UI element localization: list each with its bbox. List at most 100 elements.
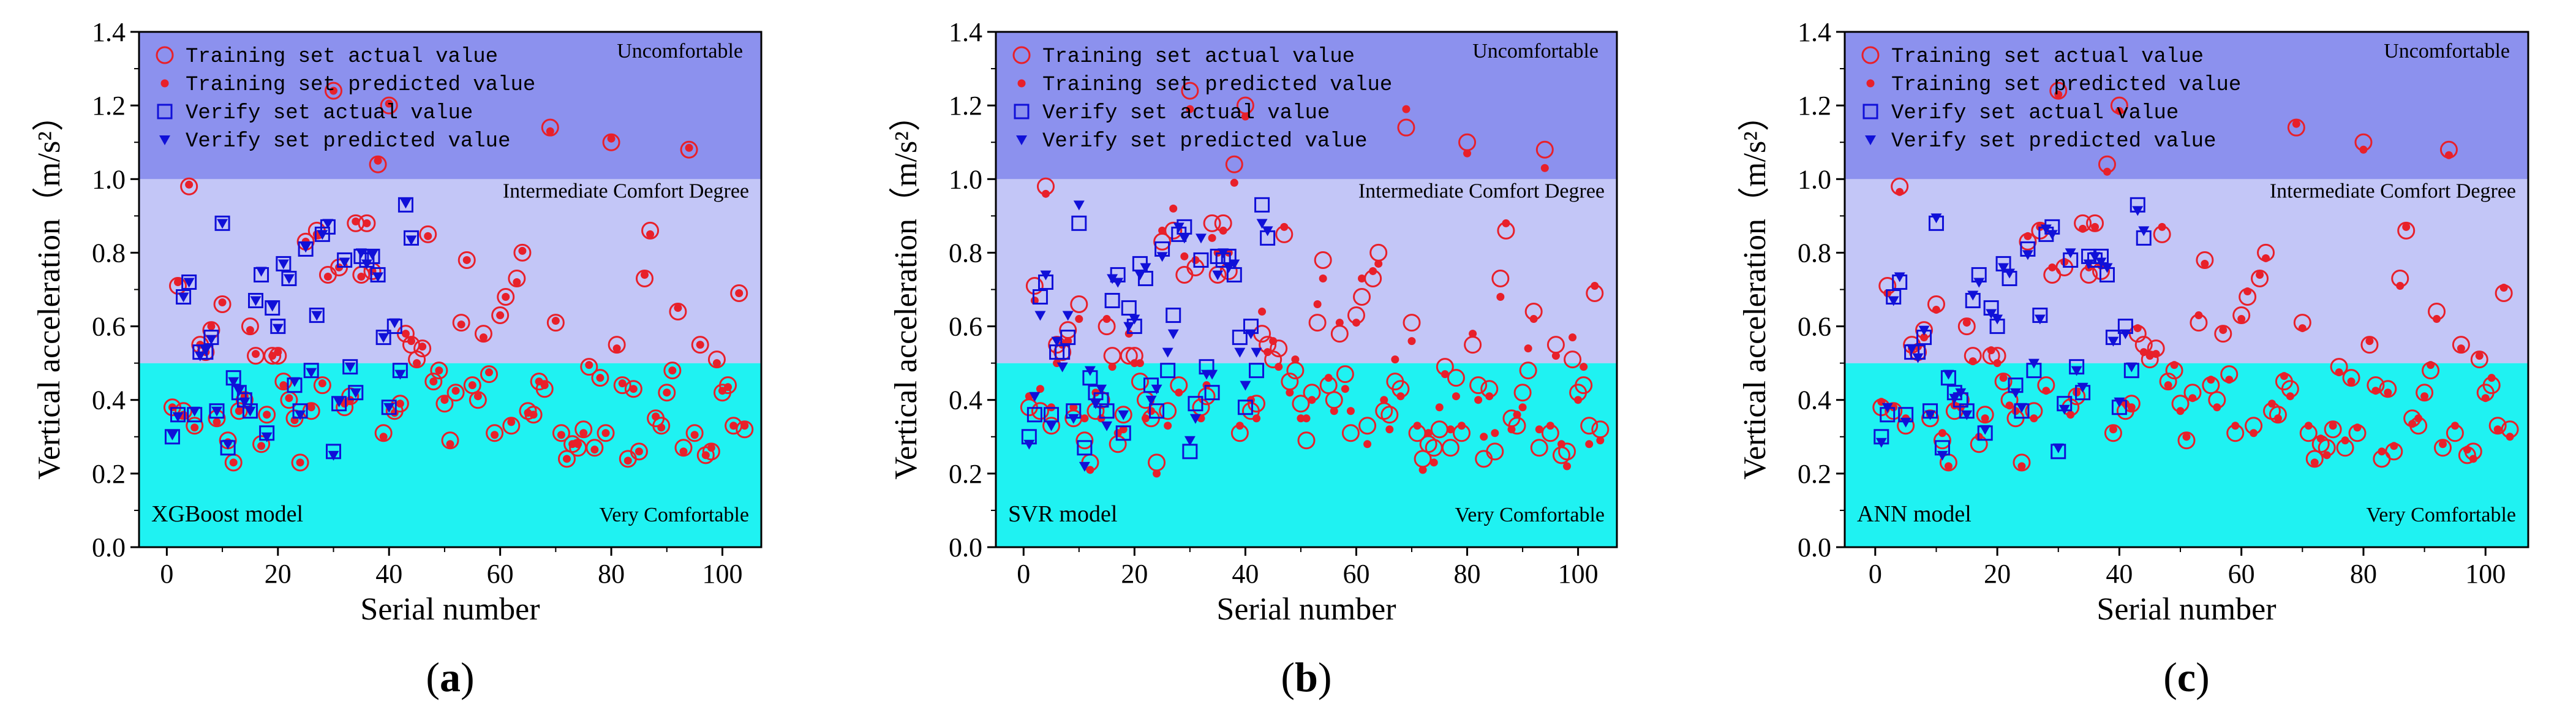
verify-actual-point bbox=[1204, 385, 1220, 401]
verify-predicted-point bbox=[1051, 336, 1063, 347]
training-predicted-point bbox=[1413, 422, 1422, 430]
verify-predicted-point bbox=[1900, 417, 1911, 428]
verify-actual-point bbox=[1254, 197, 1270, 213]
training-actual-point bbox=[1353, 288, 1371, 306]
training-predicted-point bbox=[2243, 287, 2252, 296]
training-predicted-point bbox=[296, 458, 304, 467]
y-tick-label: 0.2 bbox=[92, 459, 126, 489]
training-predicted-point bbox=[424, 232, 432, 240]
training-predicted-point bbox=[518, 246, 527, 255]
verify-predicted-point bbox=[1073, 200, 1085, 211]
y-tick-label: 1.0 bbox=[1798, 164, 1831, 194]
verify-predicted-point bbox=[383, 403, 395, 413]
verify-predicted-point bbox=[189, 406, 200, 417]
training-actual-point bbox=[602, 133, 620, 151]
training-predicted-point bbox=[2384, 388, 2392, 397]
training-predicted-point bbox=[2005, 401, 2014, 410]
y-tick-label: 1.2 bbox=[949, 91, 982, 121]
verify-actual-point bbox=[375, 330, 391, 346]
verify-predicted-point bbox=[300, 243, 312, 253]
verify-predicted-point bbox=[1212, 270, 1224, 281]
training-predicted-point bbox=[1441, 370, 1449, 379]
training-predicted-point bbox=[323, 272, 332, 281]
training-actual-point bbox=[2086, 214, 2104, 232]
y-tick-label: 0.0 bbox=[949, 532, 982, 562]
y-axis: 0.0 0.2 0.4 0.6 0.8 1.0 1.2 1.4 bbox=[1798, 17, 1845, 562]
training-predicted-point bbox=[1491, 429, 1499, 437]
training-predicted-point bbox=[235, 407, 243, 415]
training-predicted-point bbox=[1064, 337, 1072, 346]
legend-symbol-verify-predicted bbox=[1865, 135, 1876, 145]
verify-actual-point bbox=[1249, 363, 1265, 379]
training-predicted-point bbox=[2353, 423, 2362, 432]
training-predicted-point bbox=[1435, 403, 1444, 412]
training-predicted-point bbox=[2481, 394, 2490, 403]
training-predicted-point bbox=[596, 374, 604, 382]
training-predicted-point bbox=[546, 127, 554, 135]
verify-predicted-point bbox=[1234, 347, 1246, 358]
training-actual-point bbox=[546, 314, 565, 332]
training-predicted-point bbox=[1119, 425, 1128, 434]
training-predicted-point bbox=[679, 447, 688, 456]
verify-actual-point bbox=[1026, 407, 1042, 423]
verify-predicted-point bbox=[344, 362, 356, 373]
verify-actual-point bbox=[1055, 344, 1071, 360]
training-actual-point bbox=[2342, 369, 2360, 387]
verify-predicted-point bbox=[2132, 206, 2144, 216]
training-actual-point bbox=[241, 317, 259, 336]
verify-actual-point bbox=[181, 274, 197, 290]
verify-predicted-point bbox=[2126, 362, 2137, 373]
training-predicted-point bbox=[357, 272, 366, 281]
training-actual-point bbox=[458, 251, 476, 269]
training-actual-point bbox=[2159, 373, 2177, 391]
x-tick-label: 20 bbox=[265, 559, 292, 589]
training-predicted-point bbox=[551, 317, 560, 325]
verify-predicted-point bbox=[405, 235, 417, 246]
verify-predicted-point bbox=[1118, 410, 1129, 420]
panel-label-open-paren: ( bbox=[1281, 654, 1295, 700]
verify-predicted-point bbox=[2071, 366, 2082, 376]
training-predicted-point bbox=[1324, 374, 1333, 382]
verify-predicted-point bbox=[1151, 384, 1162, 395]
training-predicted-point bbox=[1130, 359, 1139, 368]
training-predicted-point bbox=[2250, 429, 2258, 437]
training-actual-point bbox=[258, 406, 276, 424]
training-predicted-point bbox=[1041, 189, 1050, 198]
verify-predicted-point bbox=[367, 250, 378, 260]
training-actual-point bbox=[1297, 431, 1316, 450]
zone-band-uncomfortable bbox=[139, 32, 761, 180]
verify-predicted-point bbox=[266, 301, 278, 312]
y-tick-label: 0.8 bbox=[949, 238, 982, 268]
training-predicted-point bbox=[2414, 414, 2423, 423]
y-tick-label: 0.0 bbox=[92, 532, 126, 562]
verify-predicted-point bbox=[1045, 421, 1057, 431]
verify-predicted-point bbox=[2095, 257, 2107, 268]
training-predicted-point bbox=[1424, 429, 1433, 437]
verify-predicted-point bbox=[317, 230, 328, 240]
chart-panel-c: Very Comfortable Intermediate Comfort Deg… bbox=[1738, 17, 2529, 700]
x-tick-label: 20 bbox=[1121, 559, 1148, 589]
training-actual-point bbox=[730, 284, 748, 303]
legend: Training set actual value Training set pr… bbox=[1012, 45, 1392, 153]
y-tick-label: 1.0 bbox=[949, 164, 982, 194]
verify-predicted-point bbox=[172, 412, 184, 422]
x-axis: 0 20 40 60 80 100 bbox=[1017, 547, 1599, 589]
verify-predicted-point bbox=[1189, 414, 1201, 424]
legend-entry-label: Verify set predicted value bbox=[186, 130, 511, 153]
verify-predicted-point bbox=[1218, 248, 1229, 259]
training-actual-point bbox=[696, 446, 715, 464]
training-actual-point bbox=[2287, 118, 2305, 137]
training-actual-point bbox=[2324, 420, 2342, 439]
verify-actual-point bbox=[1060, 330, 1076, 346]
training-predicted-point bbox=[1513, 411, 1521, 419]
training-predicted-point bbox=[374, 156, 382, 165]
training-predicted-point bbox=[2329, 422, 2337, 430]
verify-actual-point bbox=[1044, 407, 1060, 423]
training-actual-point bbox=[325, 81, 342, 100]
training-actual-point bbox=[1075, 431, 1094, 450]
verify-predicted-point bbox=[2114, 397, 2125, 407]
model-label: ANN model bbox=[1857, 501, 1972, 527]
verify-actual-point bbox=[176, 289, 192, 305]
training-predicted-point bbox=[1080, 414, 1089, 423]
verify-predicted-point bbox=[1084, 366, 1096, 376]
